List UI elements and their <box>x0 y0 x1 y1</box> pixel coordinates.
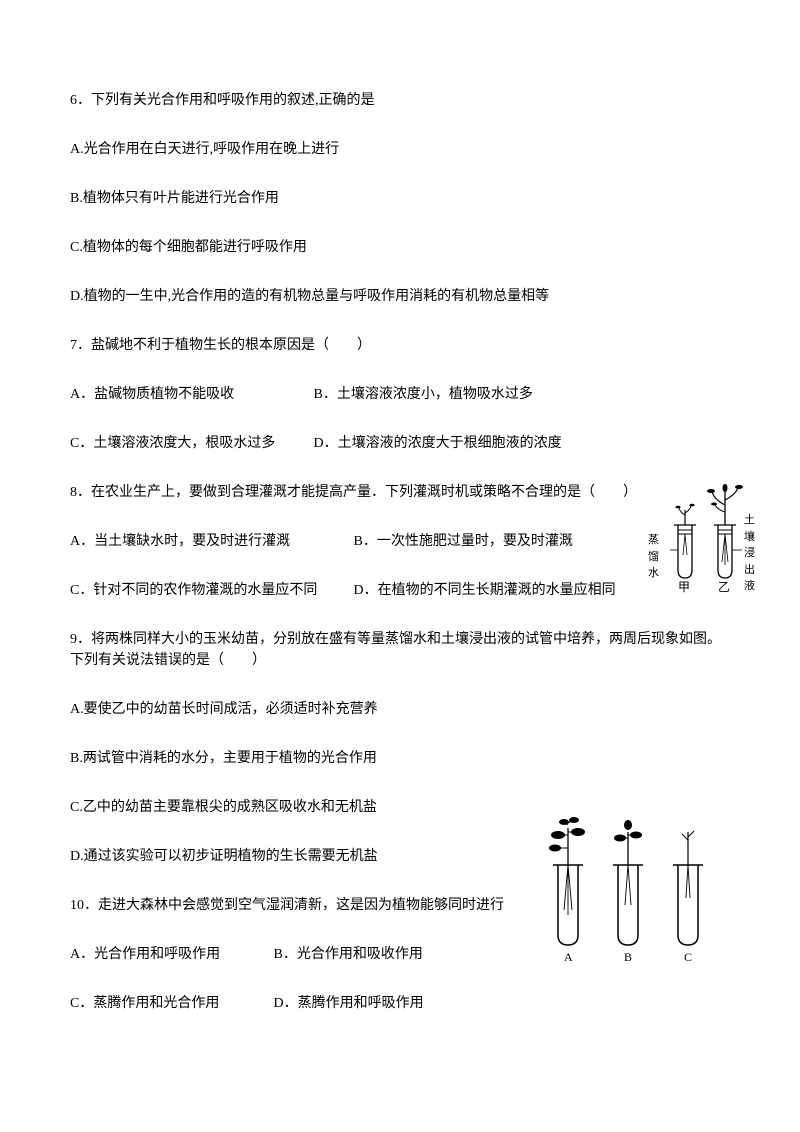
fig1-label-right-1: 土 <box>744 512 756 529</box>
q9-option-a: A.要使乙中的幼苗长时间成活，必须适时补充营养 <box>70 699 730 720</box>
q7-option-c: C．土壤溶液浓度大，根吸水过多 <box>70 433 310 454</box>
fig1-label-right-2: 壤 <box>744 529 756 546</box>
q8-options-row1: A．当土壤缺水时，要及时进行灌溉 B．一次性施肥过量时，要及时灌溉 <box>70 531 730 552</box>
q8-option-b: B．一次性施肥过量时，要及时灌溉 <box>354 531 573 552</box>
q8-option-c: C．针对不同的农作物灌溉的水量应不同 <box>70 580 350 601</box>
fig1-label-left-3: 水 <box>648 565 660 582</box>
q8-option-a: A．当土壤缺水时，要及时进行灌溉 <box>70 531 350 552</box>
fig1-cap-b: 乙 <box>718 578 730 596</box>
fig1-label-right-4: 出 <box>744 562 756 579</box>
fig1-label-right: 土 壤 浸 出 液 <box>744 512 756 595</box>
q6-option-b: B.植物体只有叶片能进行光合作用 <box>70 188 730 209</box>
q7-option-b: B．土壤溶液浓度小，植物吸水过多 <box>314 384 533 405</box>
fig2-cap-c: C <box>684 948 692 966</box>
fig1-label-left-2: 馏 <box>648 549 660 566</box>
fig1-label-right-3: 浸 <box>744 545 756 562</box>
q10-option-c: C．蒸腾作用和光合作用 <box>70 993 270 1014</box>
q10-options-row2: C．蒸腾作用和光合作用 D．蒸腾作用和呼昅作用 <box>70 993 730 1014</box>
q7-option-d: D．土壤溶液的浓度大于根细胞液的浓度 <box>314 433 562 454</box>
q10-option-d: D．蒸腾作用和呼昅作用 <box>274 993 424 1014</box>
fig2-cap-b: B <box>624 948 632 966</box>
page: 6．下列有关光合作用和呼吸作用的叙述,正确的是 A.光合作用在白天进行,呼吸作用… <box>0 0 800 1102</box>
q7-stem: 7．盐碱地不利于植物生长的根本原因是（ ） <box>70 335 730 356</box>
figure-test-tubes-2: A B C <box>540 810 720 960</box>
q10-option-b: B．光合作用和吸收作用 <box>274 944 423 965</box>
q8-stem: 8．在农业生产上，要做到合理灌溉才能提高产量．下列灌溉时机或策略不合理的是（ ） <box>70 482 730 503</box>
q6-option-a: A.光合作用在白天进行,呼吸作用在晚上进行 <box>70 139 730 160</box>
fig1-label-left-1: 蒸 <box>648 532 660 549</box>
fig2-cap-a: A <box>564 948 573 966</box>
q7-option-a: A．盐碱物质植物不能吸收 <box>70 384 310 405</box>
q9-option-b: B.两试管中消耗的水分，主要用于植物的光合作用 <box>70 748 730 769</box>
fig1-label-right-5: 液 <box>744 578 756 595</box>
fig1-label-left: 蒸 馏 水 <box>648 532 660 582</box>
tubes-abc-icon <box>540 810 720 960</box>
q6-stem: 6．下列有关光合作用和呼吸作用的叙述,正确的是 <box>70 90 730 111</box>
fig1-cap-a: 甲 <box>678 578 690 596</box>
q6-option-d: D.植物的一生中,光合作用的造的有机物总量与呼吸作用消耗的有机物总量相等 <box>70 286 730 307</box>
q8-option-d: D．在植物的不同生长期灌溉的水量应相同 <box>354 580 616 601</box>
q6-option-c: C.植物体的每个细胞都能进行呼吸作用 <box>70 237 730 258</box>
q7-options-row1: A．盐碱物质植物不能吸收 B．土壤溶液浓度小，植物吸水过多 <box>70 384 730 405</box>
figure-test-tubes-1: 蒸 馏 水 土 壤 浸 出 液 甲 乙 <box>650 470 770 590</box>
q10-option-a: A．光合作用和呼吸作用 <box>70 944 270 965</box>
q8-options-row2: C．针对不同的农作物灌溉的水量应不同 D．在植物的不同生长期灌溉的水量应相同 <box>70 580 730 601</box>
q7-options-row2: C．土壤溶液浓度大，根吸水过多 D．土壤溶液的浓度大于根细胞液的浓度 <box>70 433 730 454</box>
q9-stem: 9．将两株同样大小的玉米幼苗，分别放在盛有等量蒸馏水和土壤浸出液的试管中培养，两… <box>70 629 730 671</box>
